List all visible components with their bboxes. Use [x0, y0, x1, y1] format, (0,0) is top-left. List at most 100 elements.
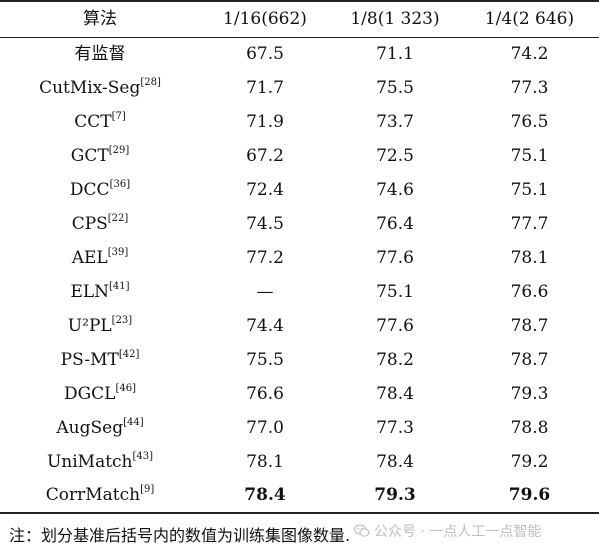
table-row: 有监督 67.5 71.1 74.2 [0, 37, 599, 71]
header-method: 算法 [83, 8, 117, 29]
table-row: DCC[36] 72.4 74.6 75.1 [0, 173, 599, 207]
method-name: CutMix-Seg [39, 77, 141, 98]
citation-ref: [44] [123, 416, 144, 428]
value-cell: 72.5 [376, 145, 414, 166]
citation-ref: [28] [140, 76, 161, 88]
value-cell: 78.1 [246, 451, 284, 472]
citation-ref: [46] [115, 382, 137, 394]
table-row: CCT[7] 71.9 73.7 76.5 [0, 105, 599, 139]
method-cell: U²PL[23] [0, 309, 200, 343]
method-cell: AEL[39] [0, 241, 200, 275]
results-table-container: 算法 1/16(662) 1/8(1 323) 1/4(2 646) 有监督 67… [0, 1, 599, 513]
results-table: 算法 1/16(662) 1/8(1 323) 1/4(2 646) 有监督 67… [0, 1, 599, 513]
value-cell: 78.7 [510, 315, 549, 336]
value-cell: 74.2 [510, 43, 549, 64]
header-row: 算法 1/16(662) 1/8(1 323) 1/4(2 646) [0, 1, 599, 37]
table-body: 有监督 67.5 71.1 74.2 CutMix-Seg[28] 71.7 75.5 77.… [0, 37, 599, 513]
value-cell: 74.6 [376, 179, 414, 200]
value-cell: 71.9 [246, 111, 284, 132]
method-cell: 有监督 [0, 37, 200, 71]
value-cell: 78.7 [510, 349, 549, 370]
value-cell: 73.7 [376, 111, 414, 132]
value-cell: 77.0 [246, 417, 284, 438]
method-name: CPS [71, 213, 108, 234]
value-cell: 78.2 [376, 349, 414, 370]
method-name: AugSeg [56, 417, 124, 438]
method-name: GCT [70, 145, 109, 166]
method-name: DCC [69, 179, 110, 200]
table-header: 算法 1/16(662) 1/8(1 323) 1/4(2 646) [0, 1, 599, 37]
method-name: CCT [74, 111, 112, 132]
citation-ref: [36] [109, 178, 131, 190]
value-cell: 77.2 [246, 247, 284, 268]
value-cell: 76.4 [376, 213, 414, 234]
value-cell: 78.1 [510, 247, 549, 268]
citation-ref: [41] [109, 280, 130, 292]
table-row: DGCL[46] 76.6 78.4 79.3 [0, 377, 599, 411]
method-name: UniMatch [46, 451, 133, 472]
method-cell: DGCL[46] [0, 377, 200, 411]
value-cell: 77.6 [376, 247, 414, 268]
table-row: UniMatch[43] 78.1 78.4 79.2 [0, 445, 599, 479]
header-split-1-16: 1/16(662) [223, 8, 307, 29]
value-cell: 75.1 [510, 179, 549, 200]
header-split-1-4: 1/4(2 646) [484, 8, 575, 29]
table-row: PS-MT[42] 75.5 78.2 78.7 [0, 343, 599, 377]
value-cell: 78.4 [376, 383, 414, 404]
value-cell: 79.3 [510, 383, 549, 404]
method-cell: DCC[36] [0, 173, 200, 207]
value-cell: 75.1 [510, 145, 549, 166]
method-name: 有监督 [74, 43, 126, 64]
table-row: AugSeg[44] 77.0 77.3 78.8 [0, 411, 599, 445]
citation-ref: [22] [107, 212, 129, 224]
value-cell: 67.5 [246, 43, 284, 64]
value-cell: 79.2 [510, 451, 549, 472]
table-footnote: 注：划分基准后括号内的数值为训练集图像数量. [9, 526, 351, 545]
value-cell: 78.8 [510, 417, 549, 438]
value-cell: 77.3 [510, 77, 549, 98]
header-split-1-8: 1/8(1 323) [350, 8, 440, 29]
method-cell: CorrMatch[9] [0, 479, 200, 513]
table-row: CPS[22] 74.5 76.4 77.7 [0, 207, 599, 241]
table-row: GCT[29] 67.2 72.5 75.1 [0, 139, 599, 173]
wechat-icon [353, 520, 370, 537]
table-row: CorrMatch[9] 78.4 79.3 79.6 [0, 479, 599, 513]
method-cell: UniMatch[43] [0, 445, 200, 479]
value-cell: 76.5 [510, 111, 549, 132]
method-cell: CutMix-Seg[28] [0, 71, 200, 105]
value-cell: 79.6 [508, 485, 551, 505]
citation-ref: [39] [107, 246, 129, 258]
value-cell: 77.6 [376, 315, 414, 336]
citation-ref: [7] [111, 110, 126, 122]
method-cell: CPS[22] [0, 207, 200, 241]
value-cell: 79.3 [374, 485, 416, 505]
value-cell: 75.5 [246, 349, 284, 370]
table-row: ELN[41] — 75.1 76.6 [0, 275, 599, 309]
value-cell: 75.5 [376, 77, 414, 98]
table-row: CutMix-Seg[28] 71.7 75.5 77.3 [0, 71, 599, 105]
method-name: AEL [71, 247, 108, 268]
method-name: U²PL [67, 315, 112, 336]
citation-ref: [29] [108, 144, 130, 156]
table-row: U²PL[23] 74.4 77.6 78.7 [0, 309, 599, 343]
watermark: 公众号 · 一点人工一点智能 [353, 518, 542, 546]
method-cell: CCT[7] [0, 105, 200, 139]
value-cell: 71.1 [376, 43, 414, 64]
method-cell: ELN[41] [0, 275, 200, 309]
method-name: ELN [70, 281, 110, 302]
citation-ref: [42] [118, 348, 140, 360]
value-cell: 77.3 [376, 417, 414, 438]
value-cell: 67.2 [246, 145, 284, 166]
method-cell: AugSeg[44] [0, 411, 200, 445]
citation-ref: [23] [111, 314, 133, 326]
value-cell: 77.7 [510, 213, 549, 234]
citation-ref: [9] [140, 484, 155, 496]
watermark-text: 公众号 · 一点人工一点智能 [374, 524, 542, 540]
method-name: DGCL [63, 383, 116, 404]
method-name: PS-MT [60, 349, 119, 370]
value-cell: 75.1 [376, 281, 414, 302]
citation-ref: [43] [132, 450, 154, 462]
value-cell: 78.4 [244, 485, 286, 505]
method-name: CorrMatch [45, 485, 141, 505]
table-row: AEL[39] 77.2 77.6 78.1 [0, 241, 599, 275]
